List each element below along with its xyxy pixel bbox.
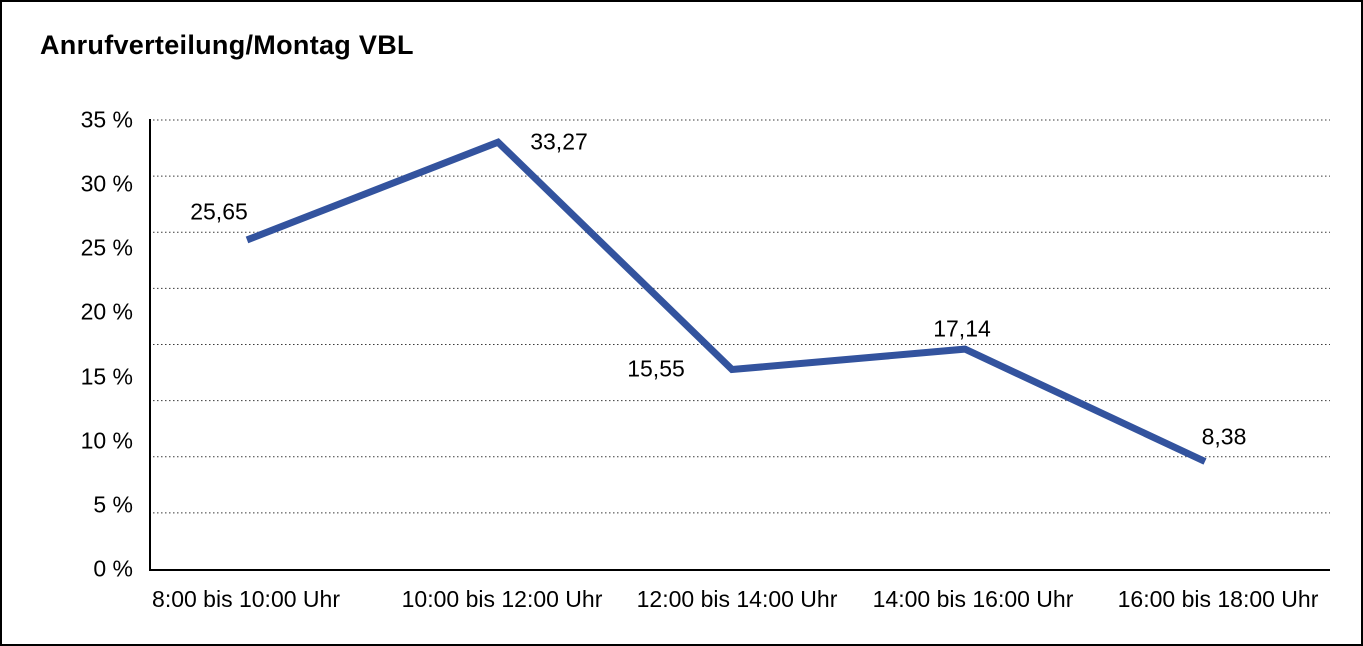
data-point-label: 8,38 xyxy=(1201,423,1247,450)
x-tick-label: 14:00 bis 16:00 Uhr xyxy=(872,586,1074,612)
x-tick-label: 8:00 bis 10:00 Uhr xyxy=(152,586,340,612)
x-tick-label: 12:00 bis 14:00 Uhr xyxy=(636,586,838,612)
y-tick-label: 10 % xyxy=(80,427,133,454)
x-tick-label: 16:00 bis 18:00 Uhr xyxy=(1117,586,1319,612)
y-tick-label: 20 % xyxy=(80,298,133,325)
y-tick-label: 35 % xyxy=(80,106,133,133)
y-tick-label: 0 % xyxy=(93,555,133,582)
x-tick-label: 10:00 bis 12:00 Uhr xyxy=(401,586,603,612)
y-tick-label: 25 % xyxy=(80,234,133,261)
y-tick-label: 30 % xyxy=(80,170,133,197)
y-tick-label: 5 % xyxy=(93,491,133,518)
data-point-label: 17,14 xyxy=(933,315,991,342)
data-line-series xyxy=(245,138,1207,465)
data-point-label: 15,55 xyxy=(627,355,685,382)
data-point-label: 33,27 xyxy=(530,128,588,155)
chart-title: Anrufverteilung/Montag VBL xyxy=(40,30,414,60)
y-tick-label: 15 % xyxy=(80,363,133,390)
data-point-label: 25,65 xyxy=(190,198,248,225)
